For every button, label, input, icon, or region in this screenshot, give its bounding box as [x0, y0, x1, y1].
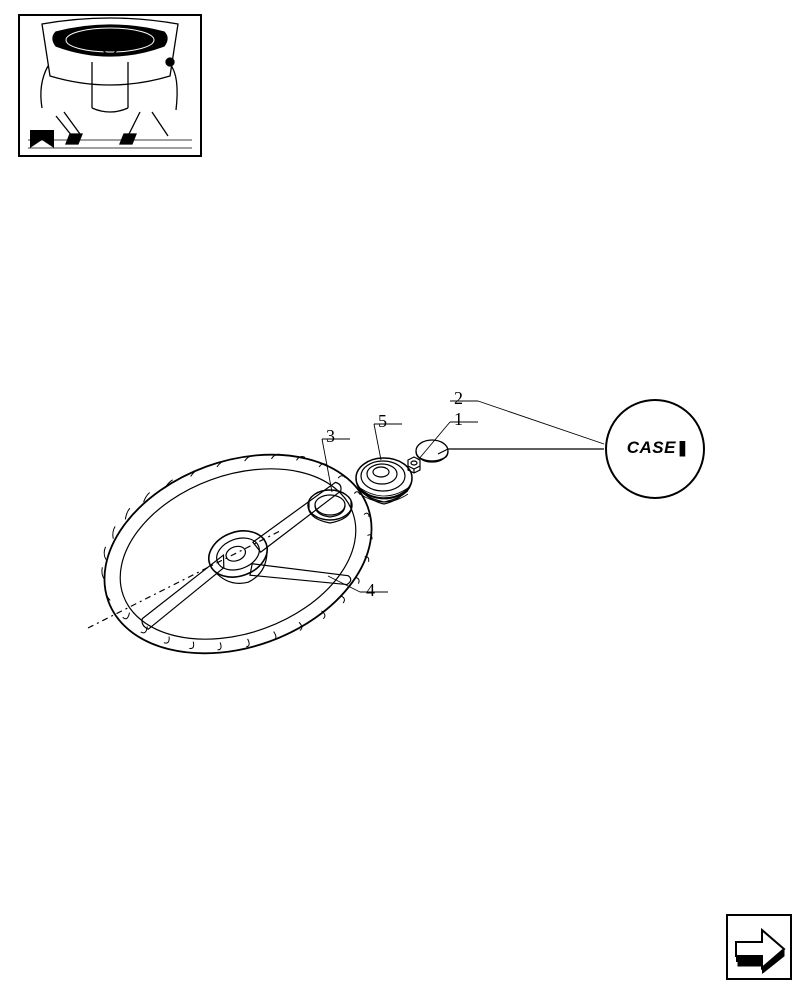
part-cap — [356, 458, 412, 504]
callout-1: 1 — [454, 409, 463, 430]
callout-4: 4 — [366, 580, 375, 601]
exploded-diagram — [0, 0, 812, 1000]
logo-text: CASE||| — [606, 438, 704, 458]
part-ring — [308, 490, 352, 523]
callout-5: 5 — [378, 411, 387, 432]
callout-2: 2 — [454, 388, 463, 409]
page-canvas: 1 2 3 5 4 CASE||| — [0, 0, 812, 1000]
callout-3: 3 — [326, 426, 335, 447]
next-page-arrow-icon — [728, 916, 790, 978]
steering-wheel — [77, 419, 400, 688]
logo-suffix-bars: ||| — [678, 438, 683, 457]
next-page-icon-box — [726, 914, 792, 980]
